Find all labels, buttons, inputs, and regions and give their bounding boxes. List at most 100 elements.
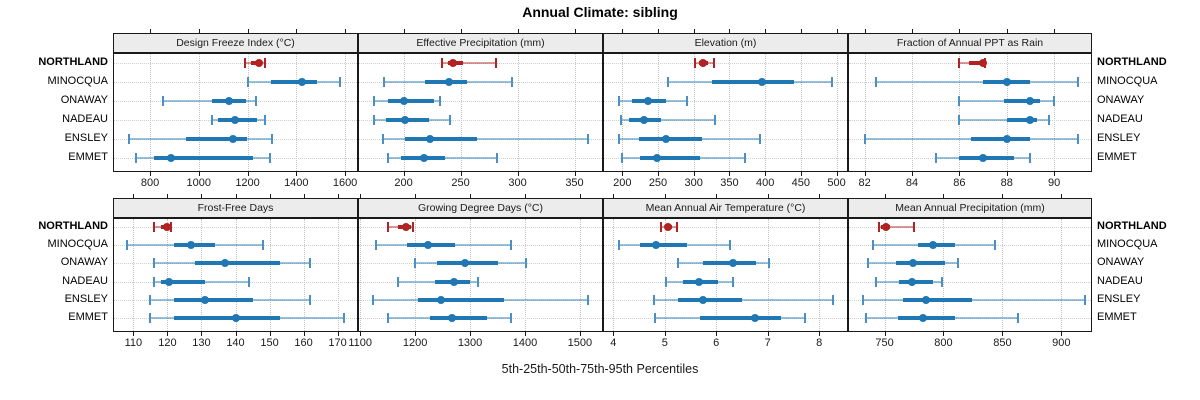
gridline [247, 54, 249, 171]
whisker-cap-low [210, 115, 213, 125]
whisker-cap-high [675, 222, 678, 232]
gridline [943, 219, 945, 331]
whisker-cap-low [382, 134, 385, 144]
whisker-cap-high [1083, 294, 1086, 305]
whisker-cap-high [525, 258, 528, 269]
axis-tick [716, 332, 718, 336]
whisker-cap-high [248, 276, 251, 287]
axis-tick [296, 172, 298, 176]
row-label-onaway: ONAWAY [1097, 256, 1145, 269]
whisker-cap-high [496, 153, 499, 163]
axis-tick-top [269, 194, 271, 198]
row-label-nadeau: NADEAU [1097, 274, 1143, 287]
chart-title: Annual Climate: sibling [522, 4, 678, 20]
median-dot [750, 314, 759, 322]
median-dot [919, 314, 928, 322]
axis-tick-label: 350 [720, 177, 739, 189]
whisker-cap-low [665, 276, 668, 287]
axis-tick-label: 450 [791, 177, 811, 189]
whisker-box [639, 137, 703, 141]
row-gridline [114, 63, 357, 64]
axis-caption: 5th-25th-50th-75th-95th Percentiles [501, 362, 699, 376]
axis-tick [167, 332, 169, 336]
axis-tick-top [303, 194, 305, 198]
gridline [1006, 54, 1008, 171]
row-label-ensley: ENSLEY [64, 292, 108, 305]
whisker-cap-low [618, 96, 621, 106]
whisker-cap-high [714, 115, 717, 125]
axis-tick-top [201, 194, 203, 198]
axis-tick-label: 300 [508, 177, 527, 189]
whisker-cap-low [397, 276, 400, 287]
gridline [1002, 219, 1004, 331]
whisker-box [404, 137, 477, 141]
axis-tick-top [716, 194, 718, 198]
median-dot [225, 97, 234, 105]
median-dot [694, 277, 703, 286]
axis-tick-label: 1200 [235, 177, 260, 189]
axis-tick [911, 172, 913, 176]
axis-tick-label: 1200 [402, 337, 428, 349]
axis-tick-label: 84 [905, 177, 919, 189]
whisker-line [959, 119, 1050, 121]
axis-tick [524, 332, 526, 336]
axis-tick-label: 500 [827, 177, 846, 189]
median-dot [231, 314, 240, 322]
whisker-cap-high [268, 153, 271, 163]
panel-strip-design-freeze-index-c: Design Freeze Index (°C) [113, 33, 358, 53]
axis-tick [360, 332, 362, 336]
row-gridline [849, 318, 1091, 319]
row-label-northland: NORTHLAND [1097, 220, 1167, 232]
axis-tick-label: 1300 [457, 337, 483, 349]
whisker-cap-high [264, 58, 267, 68]
axis-tick [579, 332, 581, 336]
gridline [360, 219, 362, 331]
gridline [470, 219, 472, 331]
whisker-line [442, 62, 496, 64]
median-dot [1026, 97, 1035, 105]
panel-plot-growing-degree-days-c [358, 218, 603, 332]
whisker-cap-high [744, 153, 747, 163]
row-gridline [849, 245, 1091, 247]
median-dot [699, 295, 708, 304]
whisker-cap-low [659, 222, 662, 232]
axis-tick-top [658, 29, 659, 33]
axis-tick [403, 172, 405, 176]
whisker-box [1006, 118, 1038, 122]
whisker-box [174, 297, 253, 302]
axis-tick [765, 172, 767, 176]
median-dot [921, 295, 930, 304]
gridline [767, 219, 769, 331]
axis-tick-top [460, 29, 462, 33]
whisker-cap-high [494, 58, 497, 68]
axis-tick-label: 800 [140, 177, 160, 189]
whisker-cap-low [244, 58, 247, 68]
whisker-cap-low [864, 313, 867, 323]
row-gridline [114, 281, 357, 283]
whisker-cap-low [653, 294, 656, 305]
whisker-cap-low [387, 313, 390, 323]
whisker-cap-high [343, 313, 346, 323]
whisker-line [863, 298, 1085, 301]
median-dot [445, 78, 454, 86]
axis-tick-top [337, 194, 339, 198]
row-gridline [849, 281, 1091, 283]
row-label-northland: NORTHLAND [1097, 56, 1167, 68]
panel-plot-mean-annual-precipitation-mm [848, 218, 1092, 332]
row-gridline [359, 101, 602, 102]
axis-tick-label: 8 [816, 337, 823, 349]
median-dot [757, 78, 766, 86]
axis-tick-label: 850 [993, 337, 1012, 349]
axis-tick [658, 172, 659, 176]
panel-strip-fraction-of-annual-ppt-as-rain: Fraction of Annual PPT as Rain [848, 33, 1092, 53]
gridline [959, 54, 961, 171]
axis-tick-top [524, 194, 526, 198]
whisker-box [153, 156, 254, 160]
gridline [524, 219, 526, 331]
whisker-cap-low [152, 258, 155, 269]
axis-tick-top [836, 29, 838, 33]
gridline [658, 54, 659, 171]
whisker-box [896, 261, 945, 266]
axis-tick-top [470, 194, 472, 198]
median-dot [436, 295, 445, 304]
